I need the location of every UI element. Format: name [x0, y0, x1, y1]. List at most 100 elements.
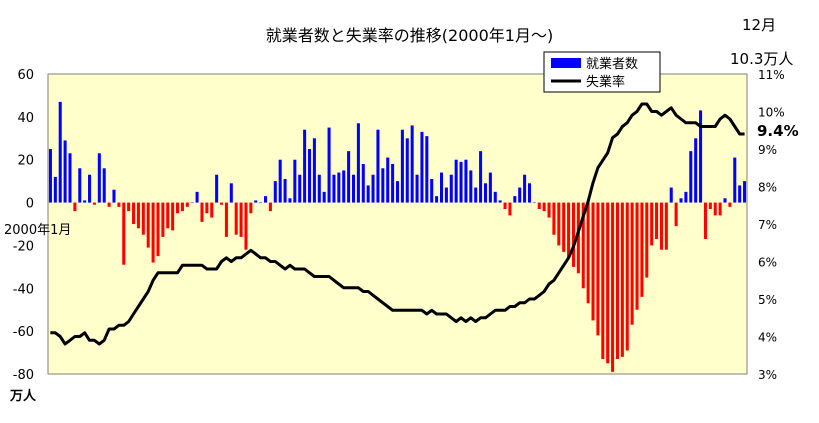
employment-bar	[141, 202, 145, 235]
employment-bar	[611, 202, 615, 372]
employment-bar	[635, 202, 639, 310]
employment-bar	[699, 110, 703, 203]
employment-bar	[508, 202, 512, 216]
employment-bar	[435, 196, 439, 203]
employment-bar	[488, 172, 492, 203]
employment-bar	[591, 202, 595, 321]
left-tick-label: -80	[13, 368, 34, 383]
employment-bar	[48, 149, 52, 203]
employment-bar	[640, 202, 644, 297]
employment-bar	[366, 185, 370, 203]
employment-bar	[381, 168, 385, 203]
employment-bar	[210, 202, 214, 218]
employment-bar	[552, 202, 556, 235]
legend-swatch-employment	[551, 58, 581, 68]
employment-bar	[395, 181, 400, 203]
employment-bar	[351, 174, 356, 203]
unemployment-rate-line	[50, 102, 745, 346]
employment-bar	[518, 187, 522, 203]
employment-bar	[376, 129, 380, 203]
employment-bar	[180, 202, 184, 212]
employment-bar	[112, 189, 116, 203]
employment-bar	[625, 202, 629, 351]
employment-bar	[273, 181, 277, 203]
employment-bar	[327, 127, 331, 203]
employment-bar	[308, 149, 312, 203]
employment-bar	[733, 157, 737, 203]
employment-bar	[361, 164, 365, 203]
employment-bar	[371, 174, 375, 203]
employment-bars	[48, 101, 747, 372]
employment-bar	[288, 198, 292, 203]
employment-bar	[332, 174, 336, 203]
employment-bar	[298, 174, 302, 203]
employment-bar	[386, 157, 390, 203]
employment-bar	[195, 191, 199, 203]
plot-area	[47, 73, 748, 375]
employment-bar	[259, 202, 263, 204]
employment-bar	[513, 196, 517, 203]
left-tick-label: 40	[17, 111, 34, 126]
left-tick-label: 0	[26, 197, 34, 212]
employment-bar	[185, 202, 189, 207]
employment-bar	[190, 202, 194, 204]
employment-bar	[596, 202, 600, 336]
employment-bar	[659, 202, 663, 250]
employment-bar	[312, 138, 316, 203]
employment-bar	[391, 164, 395, 203]
employment-bar	[493, 191, 497, 203]
employment-bar	[645, 202, 649, 278]
employment-bar	[78, 168, 82, 203]
right-tick-label: 8%	[758, 181, 777, 195]
employment-bar	[728, 202, 732, 207]
employment-bar	[571, 202, 575, 267]
right-tick-label: 5%	[758, 293, 777, 307]
employment-bar	[430, 179, 434, 203]
employment-bar	[479, 151, 483, 203]
employment-bar	[166, 202, 170, 229]
employment-bar	[415, 174, 419, 203]
employment-bar	[718, 202, 722, 216]
employment-bar	[58, 101, 62, 203]
employment-bar	[293, 159, 297, 203]
employment-bar	[156, 202, 160, 257]
right-tick-label: 3%	[758, 368, 777, 382]
employment-bar	[708, 202, 712, 209]
employment-bar	[694, 138, 698, 203]
employment-bar	[317, 174, 321, 203]
employment-bar	[107, 202, 111, 207]
employment-bar	[459, 161, 463, 203]
employment-bar	[229, 183, 233, 203]
employment-bar	[249, 202, 253, 214]
employment-bar	[630, 202, 634, 325]
employment-bar	[674, 202, 678, 227]
left-axis-ticks: 60 40 20 0 -20 -40 -60 -80	[13, 68, 34, 383]
employment-bar	[601, 202, 605, 359]
employment-bar	[576, 202, 580, 274]
employment-bar	[743, 181, 747, 203]
legend-label-employment: 就業者数	[586, 56, 638, 72]
employment-bar	[474, 187, 478, 203]
right-tick-label: 4%	[758, 331, 777, 345]
employment-bar	[151, 202, 155, 263]
legend-label-rate: 失業率	[586, 74, 625, 90]
employment-bar	[684, 191, 688, 203]
employment-bar	[689, 151, 693, 203]
employment-bar	[567, 202, 571, 259]
employment-bar	[405, 138, 409, 203]
employment-bar	[117, 202, 121, 207]
employment-bar	[97, 153, 101, 203]
employment-bar	[523, 174, 527, 203]
employment-bar	[420, 131, 424, 203]
employment-bar	[542, 202, 546, 212]
employment-bar	[606, 202, 610, 364]
employment-bar	[620, 202, 624, 357]
employment-bar	[215, 174, 219, 203]
employment-bar	[92, 202, 96, 205]
employment-bar	[88, 174, 92, 203]
employment-bar	[664, 202, 668, 250]
left-tick-label: 60	[17, 68, 34, 83]
right-tick-label: 10%	[758, 106, 785, 120]
employment-bar	[464, 159, 468, 203]
employment-bar	[679, 198, 683, 203]
